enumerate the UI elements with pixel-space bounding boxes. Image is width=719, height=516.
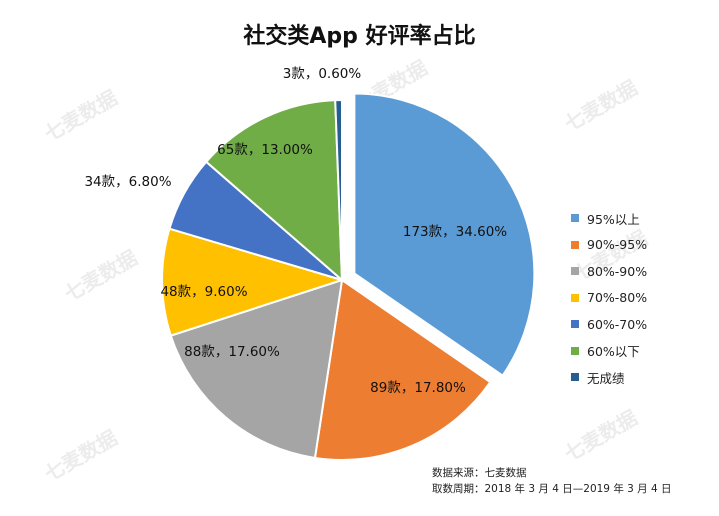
- legend-item-7: 无成绩: [571, 364, 647, 391]
- source-line-1: 数据来源：七麦数据: [432, 467, 527, 479]
- legend-swatch: [571, 240, 579, 249]
- chart-legend: 95%以上 90%-95% 80%-90% 70%-80% 60%-70% 60%以下无成…: [571, 205, 647, 391]
- slice-data-label-5: 34款，6.80%: [84, 174, 171, 190]
- data-source-note: 数据来源：七麦数据 取数周期：2018 年 3 月 4 日—2019 年 3 月…: [432, 465, 672, 497]
- legend-item-2: 90%-95%: [571, 232, 647, 259]
- pie-slice-6: [204, 99, 344, 283]
- slice-data-label-1: 173款，34.60%: [403, 224, 507, 240]
- slice-data-label-7: 3款，0.60%: [283, 66, 362, 82]
- slice-data-label-6: 65款，13.00%: [217, 142, 313, 158]
- chart-title: 社交类App 好评率占比: [243, 24, 476, 49]
- pie-slice-2: [313, 278, 492, 461]
- legend-swatch: [571, 267, 579, 276]
- pie-slice-7: [334, 98, 343, 281]
- legend-label: 95%以上: [587, 211, 640, 227]
- source-line-2: 取数周期：2018 年 3 月 4 日—2019 年 3 月 4 日: [432, 483, 672, 495]
- legend-label: 60%以下: [587, 344, 640, 360]
- legend-label: 90%-95%: [587, 237, 648, 253]
- legend-label: 无成绩: [587, 370, 625, 386]
- slice-data-label-2: 89款，17.80%: [370, 380, 466, 396]
- pie-slice-1: [353, 92, 536, 377]
- slice-data-label-4: 48款，9.60%: [160, 284, 247, 300]
- legend-label: 70%-80%: [587, 290, 648, 306]
- legend-swatch: [571, 373, 579, 382]
- legend-label: 80%-90%: [587, 263, 648, 279]
- legend-swatch: [571, 214, 579, 223]
- legend-label: 60%-70%: [587, 316, 648, 332]
- legend-item-1: 95%以上: [571, 205, 647, 232]
- slice-data-label-3: 88款，17.60%: [184, 344, 280, 360]
- legend-item-3: 80%-90%: [571, 258, 647, 285]
- legend-item-5: 60%-70%: [571, 311, 647, 338]
- legend-swatch: [571, 293, 579, 302]
- pie-slice-3: [169, 278, 344, 460]
- legend-item-4: 70%-80%: [571, 285, 647, 312]
- legend-swatch: [571, 346, 579, 355]
- legend-item-6: 60%以下: [571, 338, 647, 365]
- pie-slice-4: [161, 227, 346, 337]
- legend-swatch: [571, 320, 579, 329]
